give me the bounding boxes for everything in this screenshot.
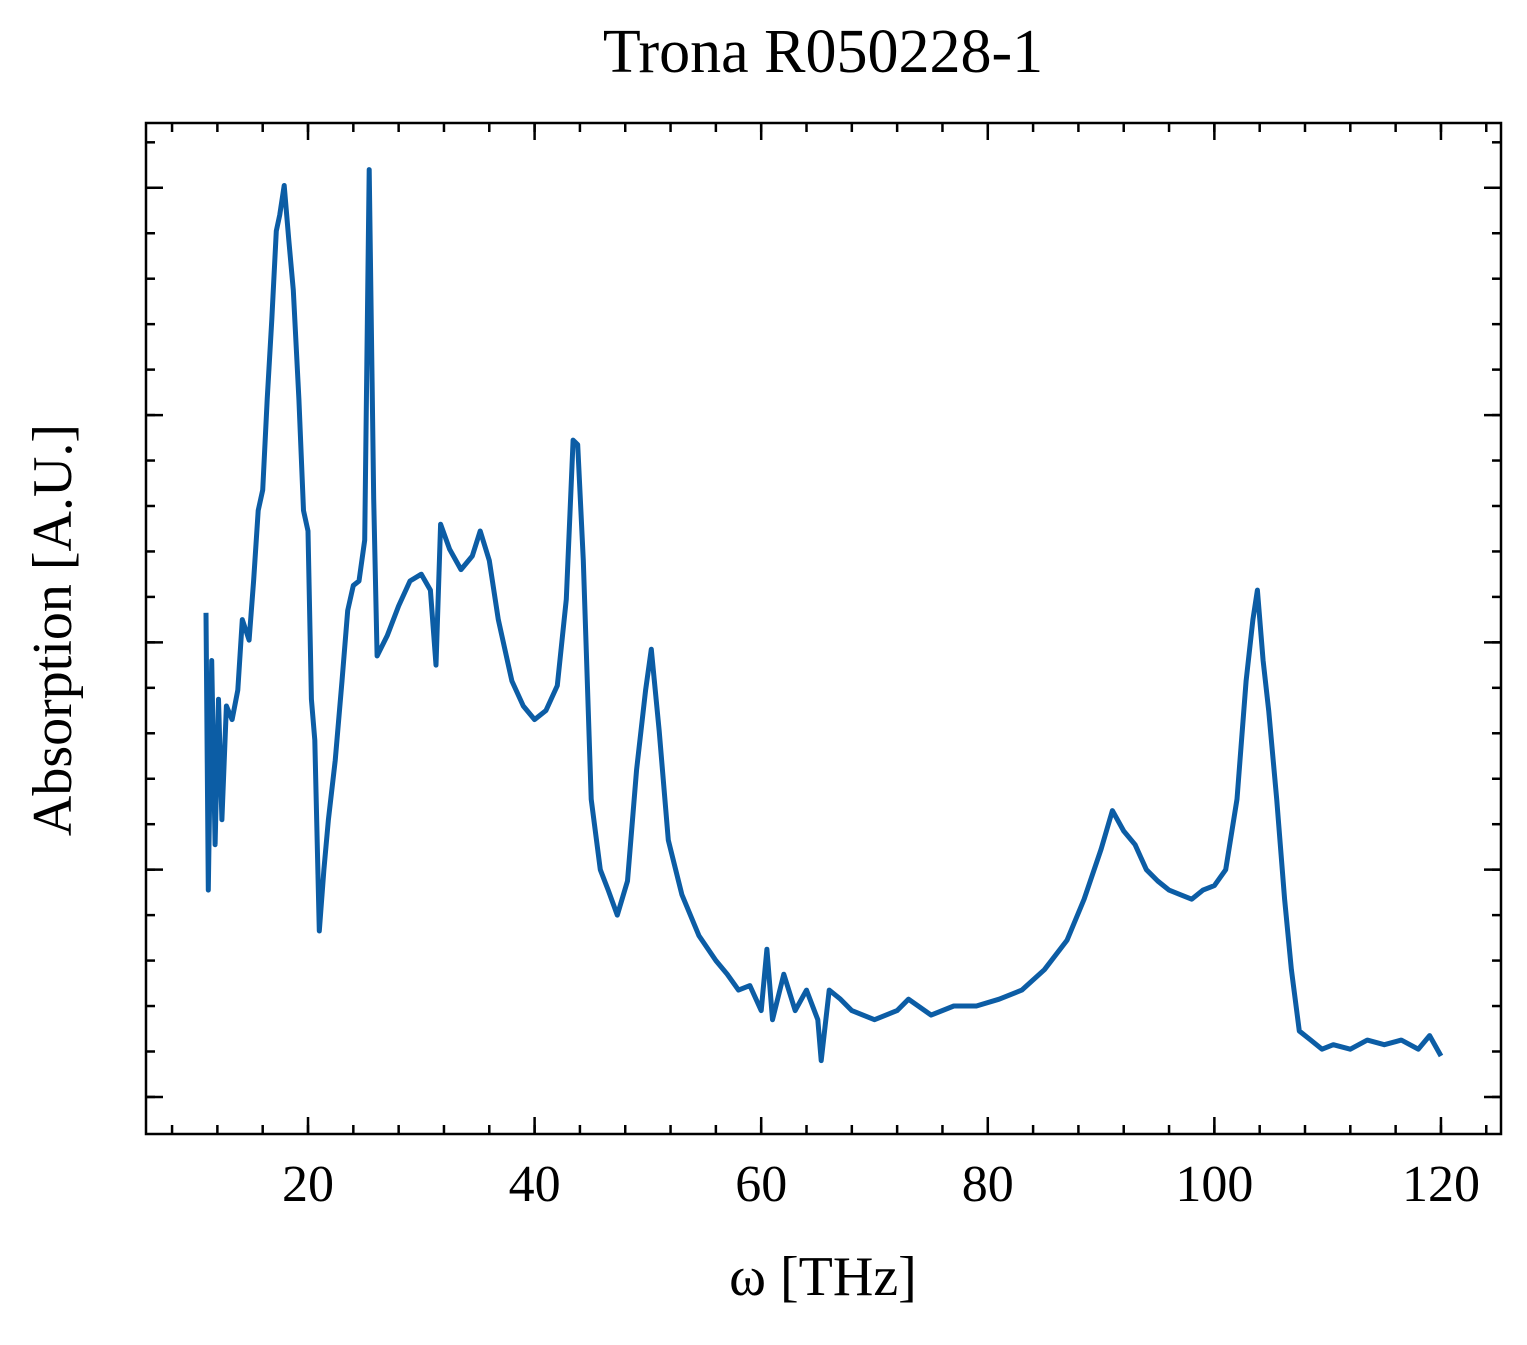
x-tick-label: 40: [509, 1156, 561, 1213]
x-tick-label: 80: [962, 1156, 1014, 1213]
data-line: [203, 167, 1444, 1064]
plot-frame: [144, 121, 1503, 1136]
x-tick-label: 60: [735, 1156, 787, 1213]
y-axis-label: Absorption [A.U.]: [22, 424, 84, 836]
x-tick-label: 100: [1175, 1156, 1253, 1213]
x-axis-label: ω [THz]: [729, 1246, 917, 1308]
x-tick-label: 120: [1402, 1156, 1480, 1213]
chart-title: Trona R050228-1: [603, 18, 1043, 86]
x-tick-label: 20: [282, 1156, 334, 1213]
